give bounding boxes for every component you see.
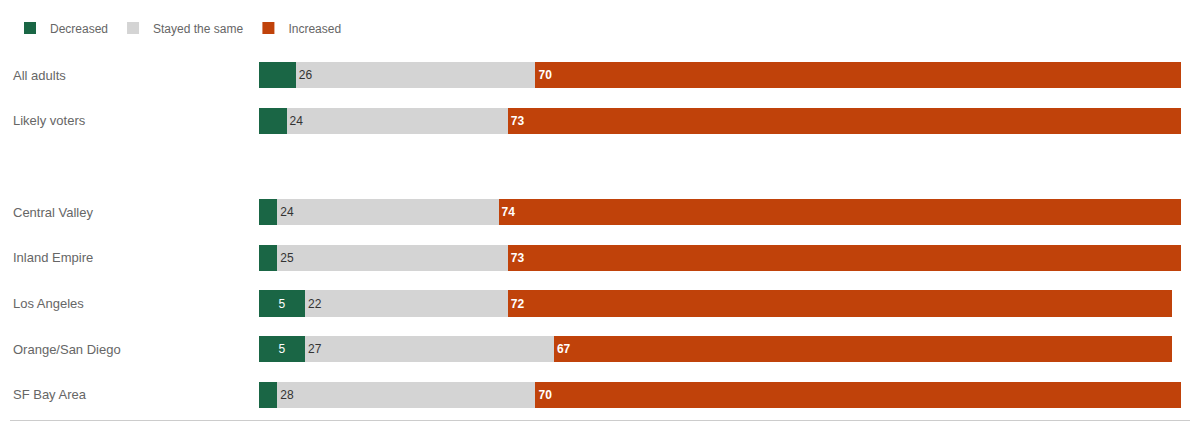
svg-text:Central Valley: Central Valley — [13, 205, 93, 220]
svg-text:Stayed the same: Stayed the same — [153, 22, 243, 36]
svg-text:Increased: Increased — [288, 22, 341, 36]
svg-text:70: 70 — [538, 388, 552, 402]
svg-text:SF Bay Area: SF Bay Area — [13, 387, 87, 402]
svg-text:24: 24 — [290, 114, 304, 128]
svg-text:All adults: All adults — [13, 68, 66, 83]
svg-text:Los Angeles: Los Angeles — [13, 296, 84, 311]
svg-text:Likely voters: Likely voters — [13, 113, 86, 128]
svg-text:27: 27 — [308, 342, 322, 356]
svg-text:73: 73 — [511, 114, 525, 128]
svg-text:Inland Empire: Inland Empire — [13, 250, 93, 265]
svg-text:26: 26 — [299, 68, 313, 82]
svg-text:74: 74 — [502, 205, 516, 219]
svg-text:24: 24 — [280, 205, 294, 219]
svg-text:28: 28 — [280, 388, 294, 402]
svg-text:70: 70 — [538, 68, 552, 82]
svg-text:72: 72 — [511, 297, 525, 311]
svg-text:Orange/San Diego: Orange/San Diego — [13, 342, 121, 357]
svg-text:Decreased: Decreased — [50, 22, 108, 36]
svg-text:5: 5 — [278, 342, 285, 356]
svg-text:67: 67 — [557, 342, 571, 356]
svg-text:5: 5 — [278, 297, 285, 311]
svg-text:73: 73 — [511, 251, 525, 265]
svg-text:22: 22 — [308, 297, 322, 311]
svg-text:25: 25 — [280, 251, 294, 265]
